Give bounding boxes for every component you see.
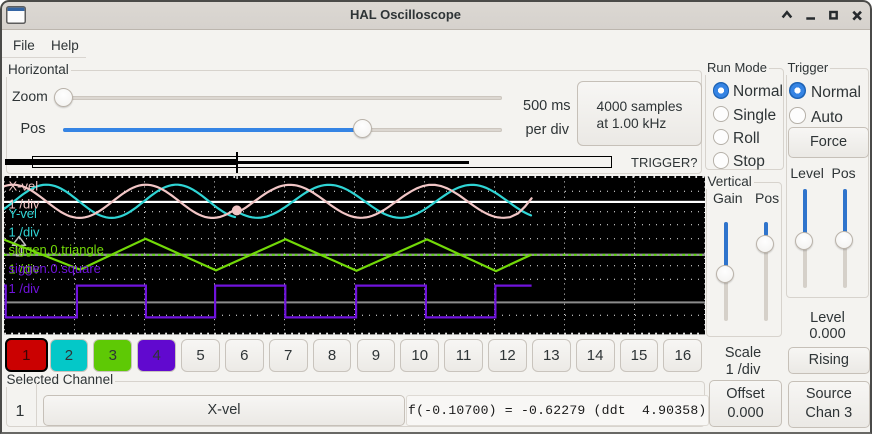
svg-text:1 /div: 1 /div xyxy=(9,261,41,276)
svg-text:siggen.0.square: siggen.0.square xyxy=(9,261,101,276)
svg-text:Y-vel: Y-vel xyxy=(9,206,38,221)
svg-text:1 /div: 1 /div xyxy=(9,197,41,212)
svg-text:1 /div: 1 /div xyxy=(9,281,41,296)
svg-text:X-vel: X-vel xyxy=(9,179,39,194)
svg-text:siggen.0.triangle: siggen.0.triangle xyxy=(9,242,104,257)
svg-text:1 /div: 1 /div xyxy=(9,224,41,239)
